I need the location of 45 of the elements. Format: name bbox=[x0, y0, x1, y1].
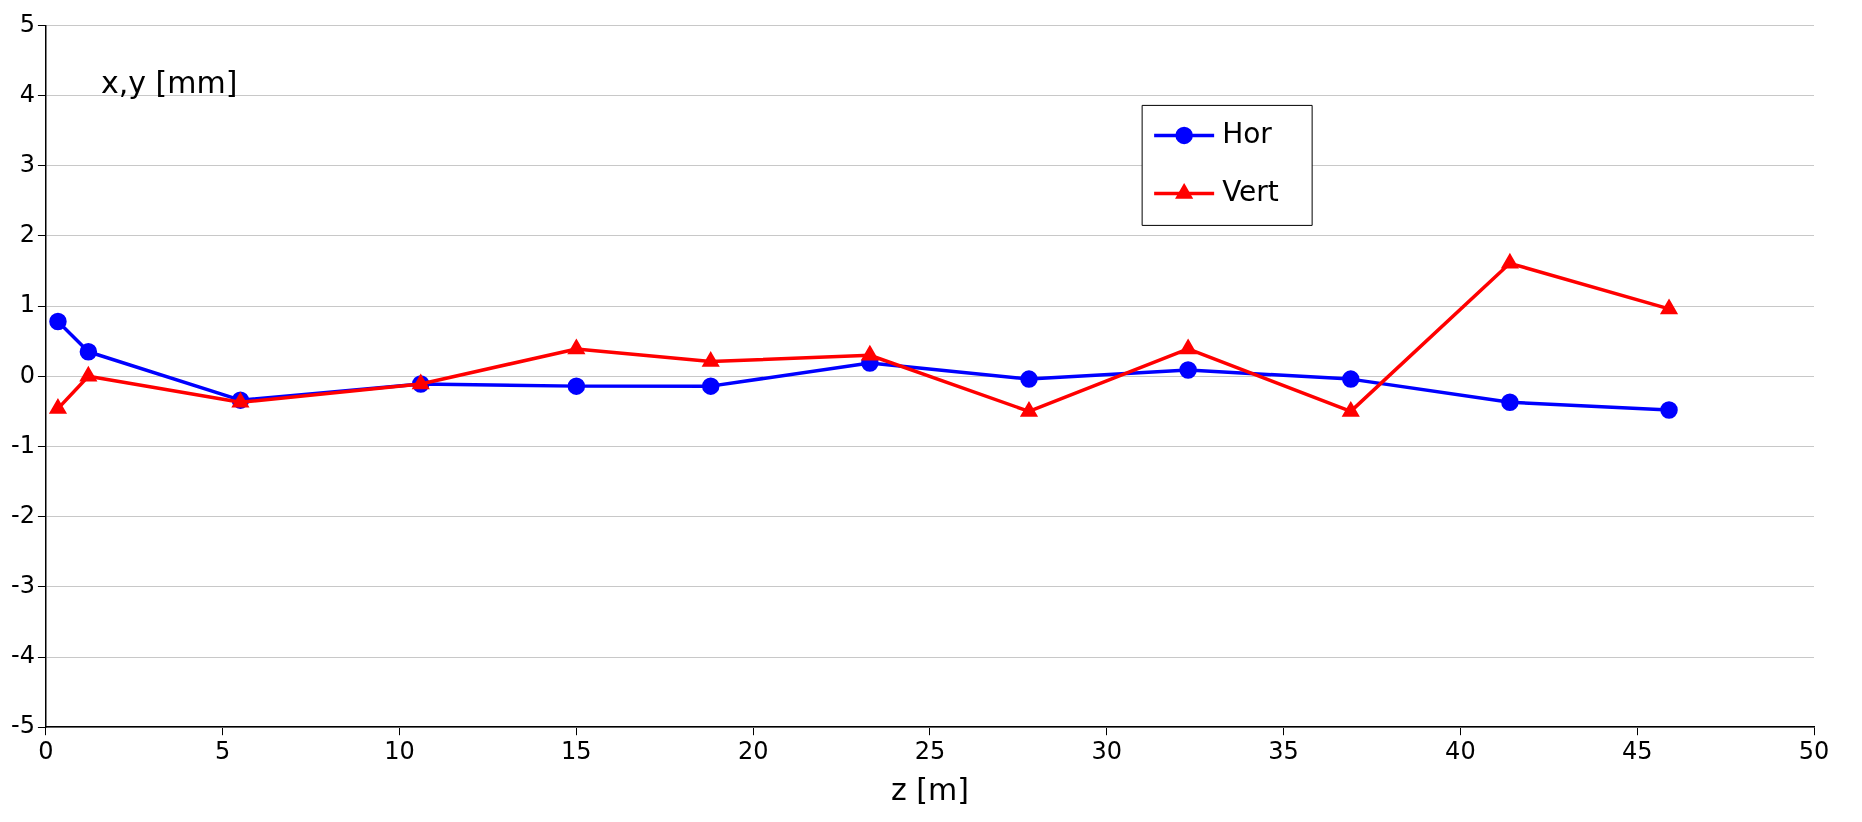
x-tick-label: 5 bbox=[215, 736, 231, 765]
point bbox=[50, 399, 66, 414]
point bbox=[1342, 402, 1359, 417]
point bbox=[1501, 393, 1519, 412]
point bbox=[1661, 300, 1677, 315]
y-tick-label: -5 bbox=[10, 711, 35, 740]
point bbox=[1660, 401, 1678, 419]
x-tick-label: 30 bbox=[1091, 736, 1123, 765]
y-tick-label: -2 bbox=[10, 500, 35, 529]
y-tick-label: -1 bbox=[10, 430, 35, 459]
x-tick-label: 35 bbox=[1268, 736, 1299, 765]
point bbox=[702, 352, 719, 367]
point bbox=[701, 377, 720, 395]
x-tick-label: 40 bbox=[1445, 736, 1476, 765]
y-tick-label: 4 bbox=[19, 79, 35, 108]
legend-label: Hor bbox=[1222, 116, 1273, 150]
point bbox=[1179, 361, 1197, 379]
point bbox=[1021, 402, 1037, 417]
point bbox=[79, 365, 98, 382]
y-tick-label: 3 bbox=[19, 149, 35, 178]
point bbox=[568, 340, 585, 355]
point bbox=[862, 346, 878, 361]
x-tick-label: 10 bbox=[384, 736, 415, 765]
x-tick-label: 25 bbox=[914, 736, 946, 765]
y-tick-label: 2 bbox=[19, 220, 35, 249]
point bbox=[1020, 370, 1038, 388]
x-tick-label: 20 bbox=[737, 736, 769, 765]
y-tick-label: -3 bbox=[10, 571, 35, 600]
y-tick-label: 0 bbox=[19, 360, 35, 389]
point bbox=[1180, 340, 1196, 355]
point bbox=[1342, 370, 1360, 388]
y-tick-label: 5 bbox=[19, 9, 35, 38]
point bbox=[567, 377, 586, 395]
point bbox=[1500, 252, 1519, 269]
y-axis-title: x,y [mm] bbox=[100, 65, 238, 101]
x-tick-label: 50 bbox=[1798, 736, 1830, 765]
point bbox=[49, 312, 67, 331]
y-tick-label: 1 bbox=[19, 290, 35, 319]
legend-label: Vert bbox=[1222, 174, 1279, 208]
x-tick-label: 45 bbox=[1621, 736, 1653, 765]
x-tick-label: 15 bbox=[561, 736, 592, 765]
y-tick-label: -4 bbox=[10, 641, 35, 670]
point bbox=[79, 342, 98, 361]
x-axis-title: z [m] bbox=[891, 771, 969, 807]
x-tick-label: 0 bbox=[38, 736, 54, 765]
